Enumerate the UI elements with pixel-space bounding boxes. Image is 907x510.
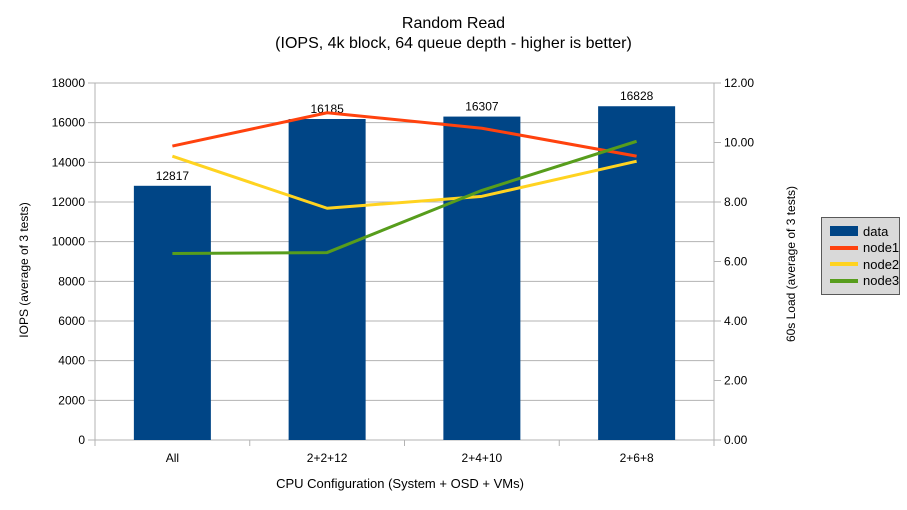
line-node2 [171,154,637,210]
x-axis-title: CPU Configuration (System + OSD + VMs) [276,476,524,491]
left-axis-tick-label: 0 [78,433,85,447]
chart-title-block: Random Read (IOPS, 4k block, 64 queue de… [0,14,907,54]
category-label: 2+6+8 [620,451,654,465]
chart-subtitle: (IOPS, 4k block, 64 queue depth - higher… [275,35,632,52]
legend-line-swatch [830,278,858,283]
legend-item-node2: node2 [830,257,899,272]
legend: data node1 node2 node3 [821,217,900,295]
legend-line-swatch [830,245,858,250]
right-axis-tick-label: 6.00 [724,255,748,269]
left-axis-tick-label: 12000 [52,195,86,209]
bar-value-label: 12817 [156,169,190,183]
left-axis-tick-label: 18000 [52,76,86,90]
legend-item-node1: node1 [830,240,899,255]
chart-title: Random Read [401,15,506,32]
right-axis-tick-label: 0.00 [724,433,748,447]
right-axis-title: 60s Load (average of 3 tests) [784,186,798,342]
line-node1 [172,111,637,158]
bar-value-label: 16828 [620,89,654,103]
line-node3 [172,139,638,255]
legend-line-swatch [830,262,858,267]
left-axis-tick-label: 10000 [52,235,86,249]
left-axis-tick-label: 14000 [52,155,86,169]
bar-value-label: 16307 [465,100,499,114]
right-axis-tick-label: 2.00 [724,374,748,388]
right-axis-tick-label: 10.00 [724,136,754,150]
left-axis-tick-label: 16000 [52,116,86,130]
legend-label: node3 [863,273,900,289]
bar-2+2+12 [288,118,366,440]
left-axis-tick-label: 6000 [58,314,85,328]
legend-item-node3: node3 [830,273,899,288]
category-label: All [166,451,179,465]
bar-2+4+10 [443,116,521,441]
legend-label: data [863,223,889,239]
legend-item-data: data [830,224,899,239]
bar-All [133,185,211,440]
category-label: 2+4+10 [462,451,503,465]
right-axis-tick-label: 8.00 [724,195,748,209]
right-axis-tick-label: 4.00 [724,314,748,328]
left-axis-tick-label: 2000 [58,393,85,407]
category-label: 2+2+12 [307,451,348,465]
left-axis-title: IOPS (average of 3 tests) [17,202,31,337]
left-axis-tick-label: 8000 [58,274,85,288]
legend-label: node2 [863,256,900,272]
legend-label: node1 [863,240,900,256]
left-axis-tick-label: 4000 [58,354,85,368]
legend-bar-swatch [830,226,858,237]
bar-2+6+8 [598,106,676,441]
right-axis-tick-label: 12.00 [724,76,754,90]
